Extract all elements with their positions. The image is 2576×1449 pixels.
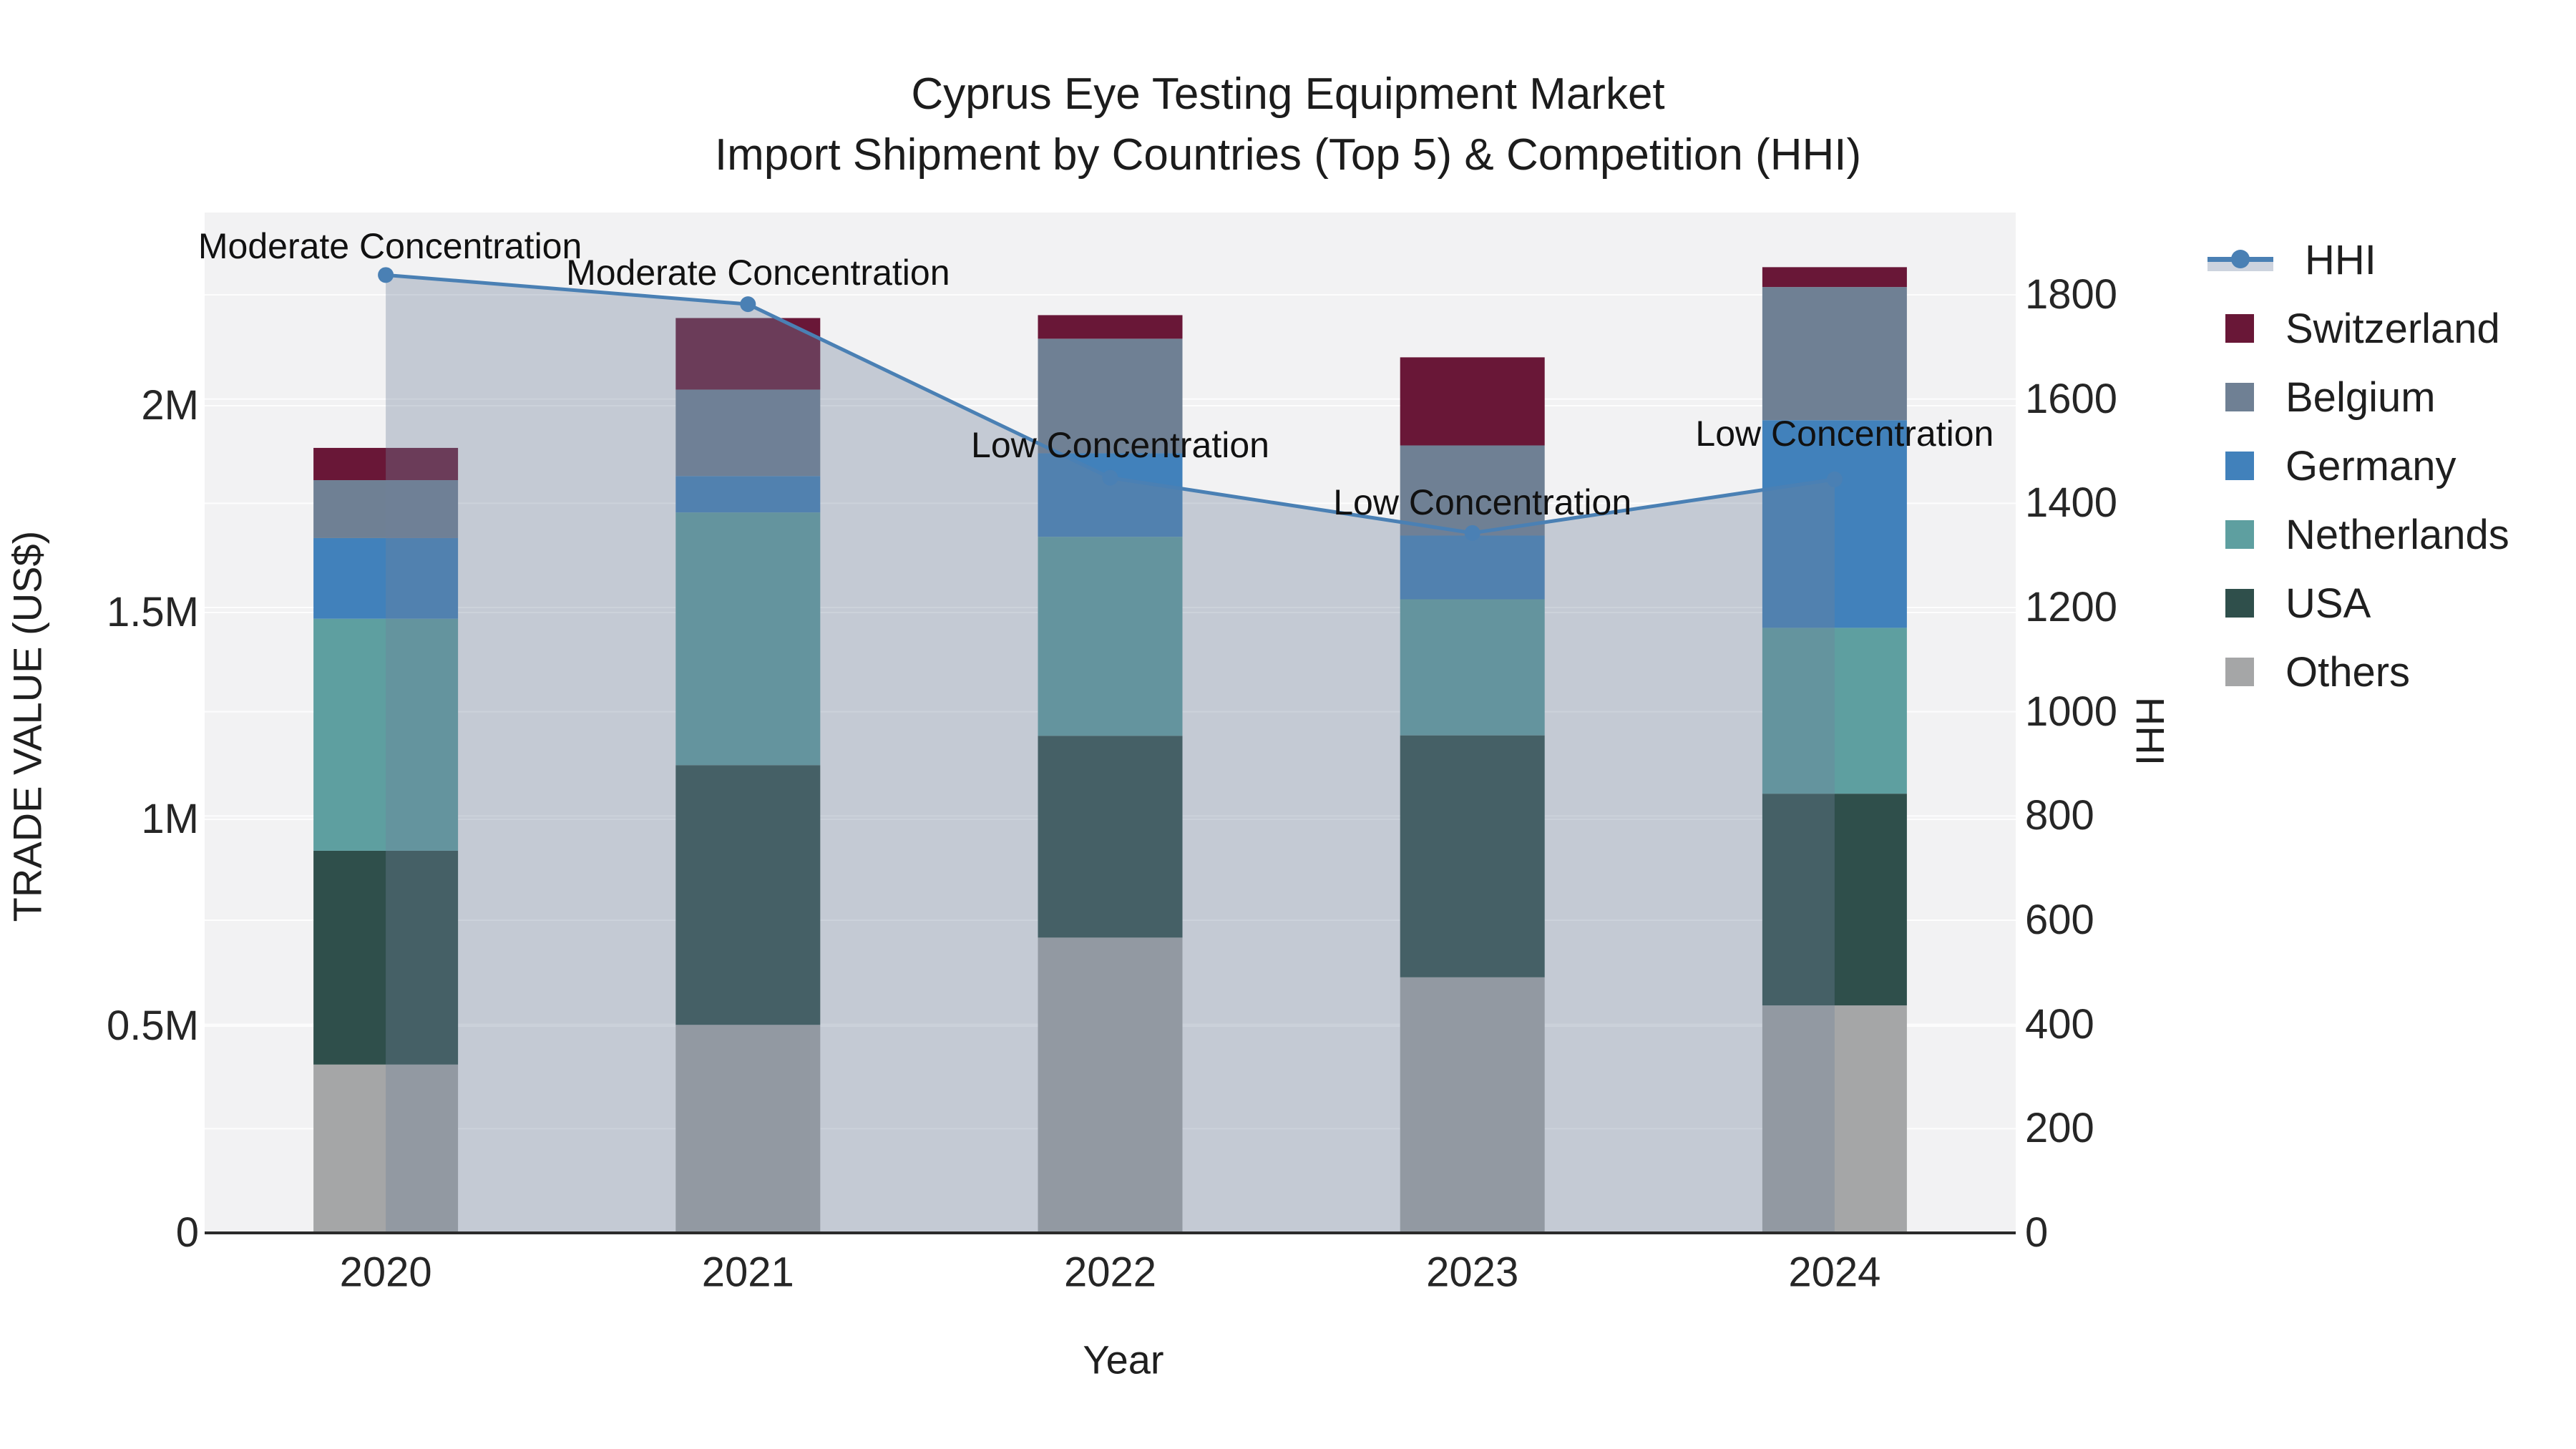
y-left-tick-0.5M: 0.5M: [107, 1002, 199, 1049]
hhi-area-fill: [386, 275, 1835, 1233]
y-right-tick-1600: 1600: [2025, 375, 2118, 422]
legend-swatch-netherlands-icon: [2225, 520, 2254, 549]
y-right-tick-600: 600: [2025, 897, 2094, 943]
y-right-tick-1800: 1800: [2025, 271, 2118, 318]
x-tick-2021: 2021: [701, 1249, 794, 1296]
y-right-tick-1200: 1200: [2025, 584, 2118, 630]
bar-segment-netherlands-2024[interactable]: [1762, 628, 1907, 794]
bar-segment-belgium-2024[interactable]: [1762, 287, 1907, 421]
bar-segment-others-2023[interactable]: [1400, 977, 1545, 1233]
hhi-marker-2024[interactable]: [1826, 471, 1843, 487]
legend-label-others: Others: [2285, 648, 2411, 696]
legend: HHI Switzerland Belgium Germany Netherlands U…: [2207, 225, 2509, 706]
bar-segment-switzerland-2022[interactable]: [1038, 315, 1183, 339]
bar-segment-switzerland-2021[interactable]: [675, 318, 821, 390]
x-tick-2020: 2020: [339, 1249, 432, 1296]
chart-title-line1: Cyprus Eye Testing Equipment Market: [911, 69, 1665, 119]
annotation-2021: Moderate Concentration: [566, 253, 950, 293]
x-tick-2023: 2023: [1426, 1249, 1519, 1296]
y-right-axis-title: HHI: [2127, 696, 2173, 766]
bar-segment-germany-2023[interactable]: [1400, 535, 1545, 600]
hhi-marker-2022[interactable]: [1102, 469, 1118, 486]
legend-swatch-usa-icon: [2225, 589, 2254, 618]
bar-segment-switzerland-2024[interactable]: [1762, 267, 1907, 288]
bar-segment-usa-2024[interactable]: [1762, 794, 1907, 1006]
hhi-marker-icon: [2231, 250, 2250, 268]
y-right-tick-800: 800: [2025, 792, 2094, 839]
legend-swatch-switzerland-icon: [2225, 314, 2254, 343]
legend-label-hhi: HHI: [2305, 236, 2376, 283]
bar-segment-usa-2020[interactable]: [313, 850, 459, 1065]
bar-segment-usa-2023[interactable]: [1400, 735, 1545, 977]
y-left-tick-1M: 1M: [141, 796, 199, 842]
legend-item-belgium[interactable]: Belgium: [2207, 363, 2509, 431]
hhi-marker-2023[interactable]: [1464, 525, 1480, 541]
x-axis-title: Year: [1083, 1337, 1164, 1382]
x-tick-2022: 2022: [1063, 1249, 1157, 1296]
bar-segment-netherlands-2023[interactable]: [1400, 599, 1545, 736]
legend-item-germany[interactable]: Germany: [2207, 431, 2509, 500]
annotation-2024: Low Concentration: [1695, 413, 1994, 454]
chart-title-line2: Import Shipment by Countries (Top 5) & C…: [714, 130, 1862, 180]
bar-segment-belgium-2021[interactable]: [675, 389, 821, 477]
legend-item-switzerland[interactable]: Switzerland: [2207, 294, 2509, 363]
annotation-2023: Low Concentration: [1333, 482, 1632, 522]
y-left-tick-2M: 2M: [141, 382, 199, 429]
legend-item-netherlands[interactable]: Netherlands: [2207, 500, 2509, 569]
legend-label-switzerland: Switzerland: [2285, 305, 2500, 352]
bar-segment-others-2022[interactable]: [1038, 937, 1183, 1233]
x-tick-2024: 2024: [1788, 1249, 1881, 1296]
y-right-tick-1400: 1400: [2025, 479, 2118, 527]
bar-segment-others-2024[interactable]: [1762, 1005, 1907, 1233]
bar-segment-germany-2020[interactable]: [313, 537, 459, 619]
bar-segment-switzerland-2023[interactable]: [1400, 357, 1545, 446]
legend-swatch-belgium-icon: [2225, 383, 2254, 411]
bar-segment-germany-2022[interactable]: [1038, 453, 1183, 537]
y-right-tick-1000: 1000: [2025, 688, 2118, 735]
legend-item-usa[interactable]: USA: [2207, 569, 2509, 638]
y-left-tick-1.5M: 1.5M: [107, 589, 199, 635]
bar-segment-others-2020[interactable]: [313, 1064, 459, 1233]
annotation-2022: Low Concentration: [971, 424, 1269, 465]
bar-segment-germany-2024[interactable]: [1762, 420, 1907, 628]
hhi-line-sample-icon: [2207, 243, 2273, 277]
annotation-2020: Moderate Concentration: [197, 226, 582, 267]
legend-swatch-others-icon: [2225, 658, 2254, 686]
bar-segment-belgium-2020[interactable]: [313, 480, 459, 538]
bar-segment-others-2021[interactable]: [675, 1025, 821, 1233]
bar-segment-usa-2021[interactable]: [675, 765, 821, 1025]
bar-segment-netherlands-2022[interactable]: [1038, 537, 1183, 736]
hhi-marker-2020[interactable]: [378, 267, 394, 283]
bar-segment-netherlands-2021[interactable]: [675, 512, 821, 766]
hhi-marker-2021[interactable]: [740, 296, 756, 313]
legend-label-germany: Germany: [2285, 442, 2457, 489]
legend-item-others[interactable]: Others: [2207, 638, 2509, 706]
bar-segment-netherlands-2020[interactable]: [313, 618, 459, 851]
y-right-tick-200: 200: [2025, 1105, 2094, 1152]
legend-label-netherlands: Netherlands: [2285, 511, 2509, 558]
bar-segment-belgium-2023[interactable]: [1400, 445, 1545, 536]
bar-segment-switzerland-2020[interactable]: [313, 447, 459, 481]
bar-segment-belgium-2022[interactable]: [1038, 338, 1183, 454]
y-left-tick-0: 0: [175, 1209, 199, 1256]
legend-item-hhi[interactable]: HHI: [2207, 225, 2509, 294]
legend-label-usa: USA: [2285, 580, 2371, 627]
y-right-tick-0: 0: [2025, 1209, 2049, 1256]
bar-segment-germany-2021[interactable]: [675, 476, 821, 513]
y-right-tick-400: 400: [2025, 1000, 2094, 1048]
legend-swatch-germany-icon: [2225, 452, 2254, 480]
legend-label-belgium: Belgium: [2285, 374, 2436, 421]
bar-segment-usa-2022[interactable]: [1038, 736, 1183, 938]
